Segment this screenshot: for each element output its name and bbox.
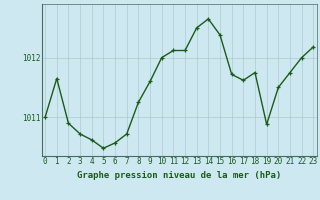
X-axis label: Graphe pression niveau de la mer (hPa): Graphe pression niveau de la mer (hPa) [77, 171, 281, 180]
